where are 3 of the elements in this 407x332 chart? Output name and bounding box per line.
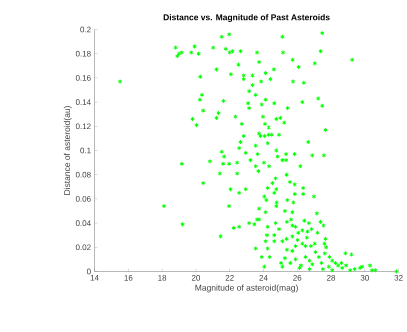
x-axis-title: Magnitude of asteroid(mag) bbox=[195, 284, 298, 292]
chart-title: Distance vs. Magnitude of Past Asteroids bbox=[164, 14, 330, 22]
y-axis-title: Distance of asteroid(au) bbox=[64, 106, 72, 195]
